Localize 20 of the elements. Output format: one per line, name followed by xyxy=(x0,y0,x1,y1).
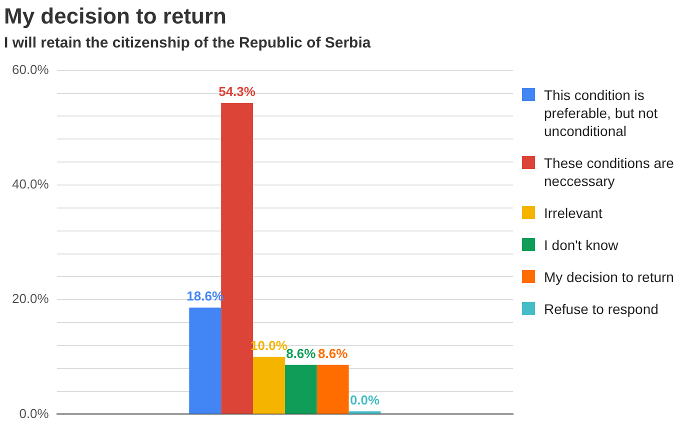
data-label: 8.6% xyxy=(318,346,348,361)
legend-label: I don't know xyxy=(544,236,618,254)
y-tick-label: 0.0% xyxy=(19,406,50,421)
y-tick-label: 20.0% xyxy=(12,291,50,306)
data-label: 0.0% xyxy=(350,392,380,408)
legend-label: This condition is preferable, but not unconditional xyxy=(544,86,659,140)
bar xyxy=(253,356,285,414)
bar xyxy=(316,364,349,414)
legend-label: These conditions are neccessary xyxy=(544,154,675,190)
y-tick-label: 60.0% xyxy=(12,62,50,77)
y-tick-label: 40.0% xyxy=(12,176,50,192)
bar xyxy=(284,364,317,414)
legend-label: My decision to return xyxy=(544,268,674,286)
chart-title: My decision to return xyxy=(4,3,226,28)
chart-subtitle: I will retain the citizenship of the Republic of Serbia xyxy=(4,34,372,52)
legend-label: Irrelevant xyxy=(544,204,602,222)
legend-label: Refuse to respond xyxy=(544,300,658,318)
data-label: 8.6% xyxy=(286,346,316,361)
bar xyxy=(189,308,222,414)
data-label: 54.3% xyxy=(218,84,256,100)
